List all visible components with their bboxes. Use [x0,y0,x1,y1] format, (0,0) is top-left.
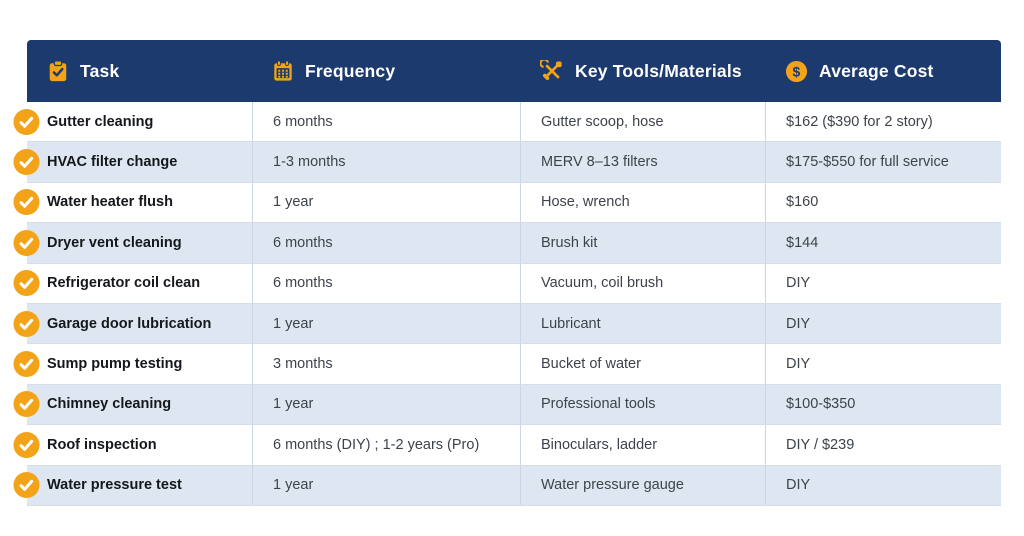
header-tools-label: Key Tools/Materials [575,60,742,81]
header-task-label: Task [80,60,120,81]
cell-cost: DIY [765,303,1001,344]
maintenance-table: Task Frequency [13,40,1001,506]
cell-frequency: 3 months [252,344,520,384]
svg-text:$: $ [793,63,801,79]
header-frequency-label: Frequency [305,60,396,81]
crossed-tools-icon [540,60,564,82]
header-tools: Key Tools/Materials [520,60,765,82]
table-row: Garage door lubrication 1 year Lubricant DI… [13,303,1001,345]
cell-task: Refrigerator coil clean [47,275,201,292]
table-row: Chimney cleaning 1 year Professional tools… [13,384,1001,426]
cell-tools: Binoculars, ladder [520,425,765,465]
dollar-circle-icon: $ [785,60,808,83]
table-body: Gutter cleaning 6 months Gutter scoop, hos… [13,102,1001,506]
cell-tools: Water pressure gauge [520,465,765,505]
cell-tools: Lubricant [520,303,765,344]
cell-frequency: 1 year [252,465,520,505]
cell-cost: $160 [765,182,1001,223]
cell-frequency: 1-3 months [252,142,520,182]
table-row: Roof inspection 6 months (DIY) ; 1-2 year… [13,425,1001,466]
check-circle-icon [13,431,40,458]
check-circle-icon [13,472,40,499]
cell-cost: DIY [765,465,1001,505]
cell-task: Water heater flush [47,194,173,211]
check-circle-icon [13,189,40,216]
cell-tools: Bucket of water [520,344,765,384]
cell-frequency: 1 year [252,182,520,223]
cell-frequency: 1 year [252,384,520,425]
cell-task: Roof inspection [47,436,157,453]
header-cost-label: Average Cost [819,60,934,81]
cell-frequency: 6 months [252,102,520,142]
table-row: Gutter cleaning 6 months Gutter scoop, hos… [13,102,1001,143]
cell-frequency: 1 year [252,303,520,344]
cell-task: Water pressure test [47,477,182,494]
check-circle-icon [13,149,40,176]
calendar-icon [272,60,294,82]
table-row: Dryer vent cleaning 6 months Brush kit $144 [13,223,1001,264]
cell-cost: DIY [765,263,1001,303]
table-row: Water pressure test 1 year Water pressure … [13,465,1001,506]
header-task: Task [27,60,252,82]
check-circle-icon [13,108,40,135]
cell-cost: DIY / $239 [765,425,1001,465]
cell-frequency: 6 months (DIY) ; 1-2 years (Pro) [252,425,520,465]
table-row: Water heater flush 1 year Hose, wrench $160 [13,182,1001,224]
table-header: Task Frequency [27,40,1001,102]
cell-frequency: 6 months [252,223,520,263]
cell-task: HVAC filter change [47,154,178,171]
cell-cost: DIY [765,344,1001,384]
table-row: Refrigerator coil clean 6 months Vacuum, c… [13,263,1001,304]
check-circle-icon [13,310,40,337]
table-row: HVAC filter change 1-3 months MERV 8–13 fi… [13,142,1001,183]
check-circle-icon [13,229,40,256]
cell-cost: $175-$550 for full service [765,142,1001,182]
cell-tools: Gutter scoop, hose [520,102,765,142]
header-cost: $ Average Cost [765,60,1001,83]
cell-task: Gutter cleaning [47,113,154,130]
clipboard-check-icon [47,60,69,82]
cell-task: Dryer vent cleaning [47,234,182,251]
cell-cost: $162 ($390 for 2 story) [765,102,1001,142]
cell-tools: Hose, wrench [520,182,765,223]
cell-tools: MERV 8–13 filters [520,142,765,182]
check-circle-icon [13,351,40,378]
header-frequency: Frequency [252,60,520,82]
table-row: Sump pump testing 3 months Bucket of water… [13,344,1001,385]
cell-tools: Brush kit [520,223,765,263]
cell-tools: Vacuum, coil brush [520,263,765,303]
cell-task: Sump pump testing [47,356,183,373]
check-circle-icon [13,391,40,418]
cell-tools: Professional tools [520,384,765,425]
cell-task: Garage door lubrication [47,315,212,332]
cell-frequency: 6 months [252,263,520,303]
cell-cost: $100-$350 [765,384,1001,425]
cell-cost: $144 [765,223,1001,263]
cell-task: Chimney cleaning [47,396,172,413]
check-circle-icon [13,270,40,297]
